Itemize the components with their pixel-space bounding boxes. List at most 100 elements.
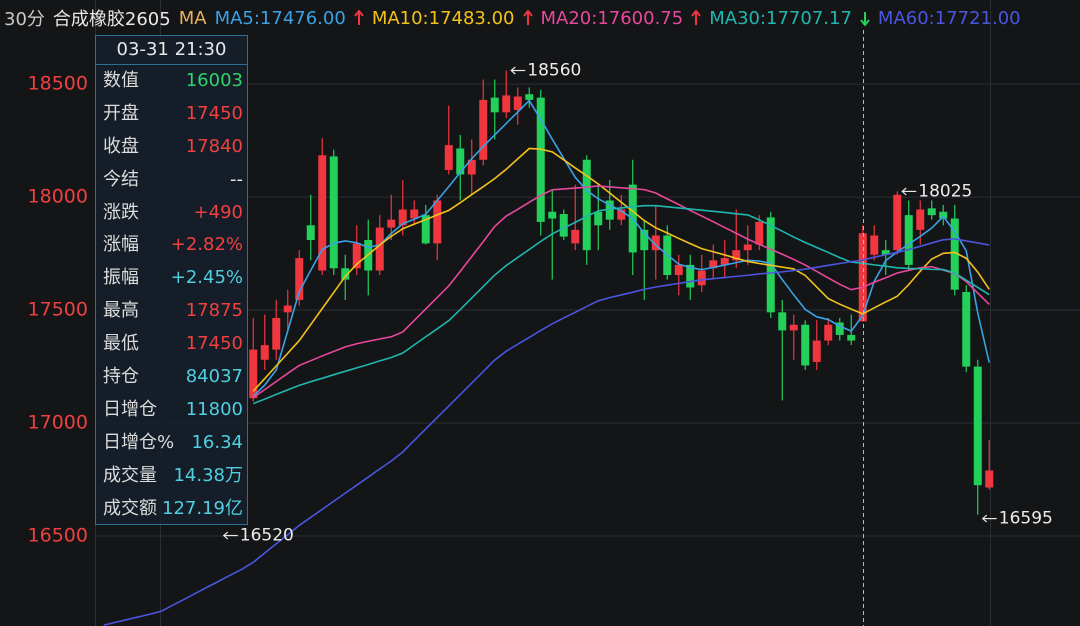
annotations: 18560 18025 16520 16595: [222, 61, 1053, 546]
tooltip-label: 日增仓: [103, 398, 157, 420]
tooltip-value: 127.19亿: [162, 497, 243, 519]
candle-body: [904, 215, 913, 265]
candle-body: [341, 268, 350, 280]
ma-line: [252, 185, 990, 399]
trend-arrow: [691, 10, 701, 25]
ma-line: [252, 204, 990, 405]
annotation-arrowhead: [222, 531, 229, 540]
tooltip-value: +2.45%: [170, 267, 243, 289]
tooltip-value: 16003: [185, 70, 243, 91]
candle-body: [950, 218, 959, 290]
candle-body: [778, 312, 787, 331]
candle-body: [847, 334, 856, 341]
tooltip-row: 涨幅 +2.82%: [96, 229, 247, 262]
trend-arrow-head: [860, 19, 870, 26]
ma-line: [252, 99, 991, 397]
tooltip-row: 最低 17450: [96, 328, 247, 361]
tooltip-row: 成交额 127.19亿: [96, 493, 247, 526]
candle-body: [295, 258, 304, 300]
candle-body: [835, 322, 844, 335]
tooltip-time: 03-31 21:30: [96, 36, 247, 65]
legend-entry: MA30:17707.17: [709, 7, 852, 29]
tooltip-label: 持仓: [103, 366, 139, 388]
tooltip-value: +2.82%: [170, 234, 243, 256]
tooltip-label: 成交量: [103, 464, 157, 486]
candle-body: [640, 229, 649, 251]
candle-body: [490, 97, 499, 113]
symbol: 合成橡胶2605: [52, 9, 171, 30]
candle-body: [272, 317, 281, 350]
annotation-label: 18025: [918, 181, 972, 201]
tooltip-row: 今结 --: [96, 164, 247, 197]
ma-line: [103, 238, 990, 626]
candle-body: [617, 209, 626, 220]
annotation-label: 18560: [527, 61, 581, 81]
candle-body: [743, 244, 752, 251]
candle-body: [594, 211, 603, 226]
candle-body: [985, 470, 994, 488]
candle-body: [962, 291, 971, 367]
candle-body: [824, 324, 833, 341]
candle-body: [697, 270, 706, 286]
annotation-arrowhead: [510, 66, 516, 75]
candle-body: [720, 258, 729, 265]
tooltip-label: 涨幅: [103, 234, 139, 256]
trend-arrow-head: [354, 10, 364, 17]
annotation-label: 16520: [240, 526, 294, 546]
candle-body: [444, 145, 453, 170]
candle-body: [329, 156, 338, 269]
tooltip-row: 日增仓% 16.34: [96, 427, 247, 460]
candle-body: [513, 96, 522, 111]
indicator: MA: [178, 7, 207, 29]
period: 30分: [4, 9, 45, 30]
candle-body: [927, 208, 936, 216]
candle-body: [375, 227, 384, 271]
tooltip-label: 涨跌: [103, 201, 139, 223]
candle-body: [709, 260, 718, 269]
candle-body: [973, 366, 982, 486]
trend-arrow-head: [691, 10, 701, 17]
candle-body: [801, 324, 810, 366]
tooltip-value: 14.38万: [173, 464, 243, 486]
tooltip: 03-31 21:30 数值 16003 开盘 17450 收盘 17840 今结 -- 涨跌 +…: [95, 35, 248, 525]
tooltip-row: 涨跌 +490: [96, 197, 247, 230]
tooltip-row: 最高 17875: [96, 295, 247, 328]
annotation-arrowhead: [981, 514, 988, 523]
tooltip-label: 振幅: [103, 267, 139, 289]
annotation-arrowhead: [901, 187, 907, 196]
candle-body: [686, 264, 695, 288]
y-tick-label: 17000: [28, 412, 88, 434]
candle-body: [249, 349, 258, 399]
ma-line: [252, 147, 990, 392]
legend-entry: MA10:17483.00: [371, 7, 515, 29]
candle-body: [571, 229, 580, 244]
grid: 16500 17000 17500 18000 18500: [28, 73, 1080, 547]
tooltip-label: 开盘: [103, 102, 139, 124]
tooltip-row: 持仓 84037: [96, 361, 247, 394]
candle-body: [651, 235, 660, 251]
candle-body: [421, 215, 430, 244]
candle-body: [306, 225, 315, 241]
tooltip-row: 数值 16003: [96, 65, 247, 98]
tooltip-value: 11800: [185, 398, 243, 420]
tooltip-value: 17450: [185, 102, 243, 124]
header: 30分 合成橡胶2605 MA MA5:17476.00 MA10:17483.0…: [4, 4, 1029, 32]
candle-body: [352, 243, 361, 269]
candle-body: [881, 250, 890, 255]
y-tick-label: 18500: [28, 73, 88, 95]
tooltip-value: 17875: [185, 300, 243, 322]
candle-body: [502, 95, 511, 113]
candle-body: [605, 200, 614, 220]
candles: [249, 70, 994, 515]
y-tick-label: 16500: [28, 525, 88, 547]
tooltip-label: 今结: [103, 168, 139, 190]
candle-body: [916, 209, 925, 230]
tooltip-row: 收盘 17840: [96, 131, 247, 164]
candle-body: [732, 250, 741, 261]
tooltip-value: 17450: [185, 333, 243, 355]
tooltip-row: 开盘 17450: [96, 98, 247, 131]
legend-entry: MA20:17600.75: [540, 7, 684, 29]
candle-body: [433, 200, 442, 244]
tooltip-value: 17840: [185, 135, 243, 157]
